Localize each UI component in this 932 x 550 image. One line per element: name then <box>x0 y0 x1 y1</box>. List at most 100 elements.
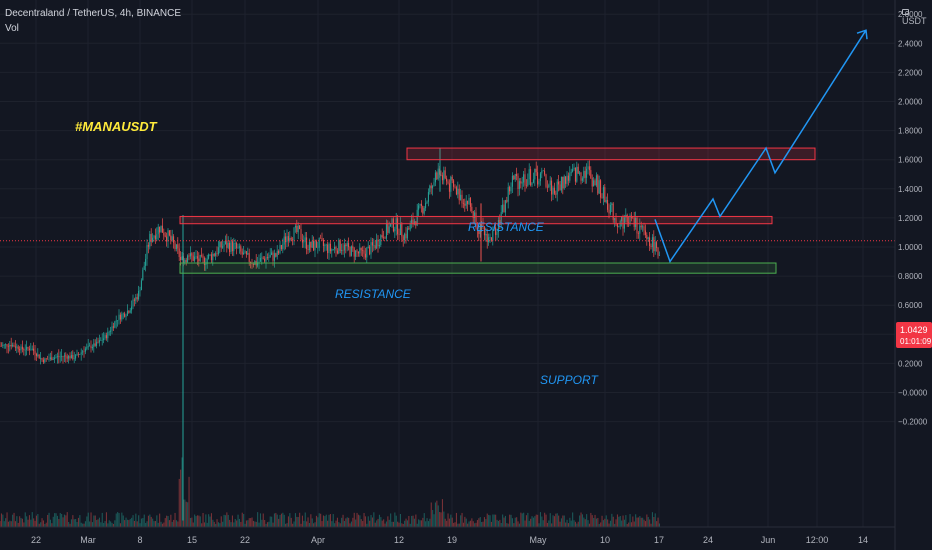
volume-bar <box>391 521 393 527</box>
volume-bar <box>108 520 110 527</box>
candle-body <box>502 204 504 213</box>
candle-body <box>191 253 193 256</box>
resistance-zone-upper[interactable] <box>406 147 816 161</box>
candle-body <box>198 258 200 262</box>
volume-bar <box>14 521 16 527</box>
candle-body <box>49 357 51 359</box>
volume-bar <box>609 520 611 527</box>
candle-body <box>525 185 527 187</box>
volume-bar <box>289 513 291 527</box>
volume-bar <box>374 522 376 527</box>
price-axis[interactable]: 3.00002.80002.60002.40002.20002.00001.80… <box>898 0 928 427</box>
volume-bar <box>241 512 243 527</box>
candle-body <box>142 269 144 281</box>
volume-indicator-label[interactable]: Vol <box>5 23 19 34</box>
candle-body <box>196 256 198 259</box>
volume-bar <box>654 513 656 527</box>
volume-bar <box>509 514 511 527</box>
volume-bar <box>518 523 520 527</box>
candle-body <box>517 176 519 189</box>
volume-bar <box>184 499 186 527</box>
volume-bar <box>259 513 261 527</box>
volume-bar <box>524 520 526 527</box>
candle-body <box>524 174 526 186</box>
volume-bar <box>82 523 84 527</box>
volume-bar <box>6 512 8 527</box>
candle-body <box>472 210 474 218</box>
volume-bar <box>583 517 585 527</box>
volume-bar <box>301 515 303 527</box>
volume-bar <box>62 517 64 527</box>
volume-bar <box>398 522 400 527</box>
symbol-name: Decentraland / TetherUS <box>5 8 115 19</box>
candle-body <box>299 225 301 229</box>
candle-body <box>133 299 135 301</box>
candle-body <box>453 180 455 187</box>
volume-bar <box>41 518 43 527</box>
volume-bar <box>7 521 9 527</box>
volume-bar <box>293 521 295 527</box>
candle-body <box>516 174 518 177</box>
volume-bar <box>394 512 396 527</box>
volume-bar <box>210 513 212 527</box>
current-price-countdown: 01:01:09 <box>900 337 932 346</box>
candle-body <box>317 247 319 249</box>
price-tick-label: 2.6000 <box>898 10 923 19</box>
candle-body <box>0 345 1 347</box>
volume-bar <box>411 515 413 527</box>
volume-bar <box>513 523 515 527</box>
candle-body <box>224 240 226 244</box>
volume-bar <box>335 520 337 527</box>
time-axis[interactable]: 22 Mar 8 15 22 Apr 12 19 May 10 17 24 Jun 12:00 14 <box>31 535 868 545</box>
volume-bar <box>251 517 253 527</box>
volume-bar <box>331 521 333 527</box>
volume-bar <box>17 522 19 527</box>
currency-unit[interactable]: USDT <box>902 6 932 26</box>
candle-body <box>538 181 540 185</box>
candle-body <box>560 176 562 191</box>
time-tick-label: 8 <box>137 535 142 545</box>
volume-bar <box>91 522 93 527</box>
volume-bars <box>0 457 660 527</box>
candle-body <box>413 221 415 225</box>
volume-bar <box>462 522 464 527</box>
candle-body <box>17 346 19 350</box>
currency-unit-label: USDT <box>902 16 927 26</box>
volume-bar <box>220 516 222 527</box>
candle-body <box>217 247 219 255</box>
symbol-interval: 4h <box>119 8 132 19</box>
volume-bar <box>327 520 329 527</box>
candle-body <box>55 357 57 358</box>
volume-bar <box>545 514 547 527</box>
candle-body <box>236 243 238 249</box>
candle-body <box>173 236 175 243</box>
symbol-header[interactable]: Decentraland / TetherUS, 4h, BINANCE <box>5 8 182 19</box>
volume-bar <box>26 516 28 527</box>
volume-bar <box>203 522 205 527</box>
volume-bar <box>488 514 490 527</box>
candle-body <box>531 182 533 186</box>
candle-body <box>122 313 124 315</box>
volume-bar <box>66 512 68 527</box>
volume-bar <box>544 512 546 527</box>
candle-body <box>398 234 400 235</box>
candle-body <box>166 236 168 242</box>
candle-body <box>47 358 49 360</box>
volume-bar <box>637 517 639 527</box>
candle-body <box>563 176 565 189</box>
volume-bar <box>180 469 182 527</box>
volume-bar <box>363 512 365 527</box>
volume-bar <box>189 517 191 527</box>
resistance-zone-lower[interactable] <box>179 215 773 225</box>
support-zone[interactable] <box>179 262 777 274</box>
volume-bar <box>489 515 491 527</box>
candle-body <box>493 227 495 230</box>
candle-body <box>110 330 112 332</box>
horizontal-grid <box>0 13 895 423</box>
volume-bar <box>194 514 196 527</box>
volume-bar <box>303 520 305 527</box>
candle-body <box>418 205 420 210</box>
projection-path[interactable] <box>654 29 867 264</box>
candle-body <box>152 237 154 242</box>
